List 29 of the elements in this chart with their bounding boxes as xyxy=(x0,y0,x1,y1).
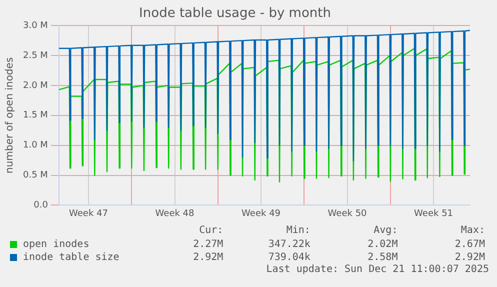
x-tick-label: Week 47 xyxy=(69,208,108,219)
text: Max: xyxy=(460,225,485,238)
y-tick-label: 3.0 M xyxy=(22,20,48,31)
y-tick-label: 2.0 M xyxy=(22,80,48,91)
y-axis-title: number of open inodes xyxy=(4,57,16,174)
y-tick-label: 1.0 M xyxy=(22,140,48,151)
text: 2.58M xyxy=(366,252,398,263)
text: 739.04k xyxy=(267,252,310,263)
x-tick-label: Week 51 xyxy=(414,208,454,219)
text: 2.92M xyxy=(454,252,485,263)
legend-label: inode table size xyxy=(23,252,120,263)
text: 2.92M xyxy=(192,252,224,263)
text: Last update: Sun Dec 21 11:00:07 2025 xyxy=(265,264,489,277)
y-tick-label: 1.5 M xyxy=(22,110,48,121)
y-tick-label: 2.5 M xyxy=(22,50,48,61)
y-tick-label: 0.5 M xyxy=(22,170,48,181)
text: 2.27M xyxy=(192,239,224,250)
text: Avg: xyxy=(372,225,398,238)
x-tick-label: Week 49 xyxy=(242,208,281,219)
legend-label: open inodes xyxy=(23,239,90,250)
text: 2.02M xyxy=(366,239,398,250)
x-tick-label: Week 48 xyxy=(155,208,195,219)
text: 2.67M xyxy=(454,239,485,250)
x-tick-label: Week 50 xyxy=(328,208,368,219)
chart-title: Inode table usage - by month xyxy=(139,6,331,22)
text: Min: xyxy=(285,225,310,238)
text: Cur: xyxy=(198,225,224,238)
text: 347.22k xyxy=(267,239,310,250)
y-tick-label: 0.0 xyxy=(34,200,48,211)
